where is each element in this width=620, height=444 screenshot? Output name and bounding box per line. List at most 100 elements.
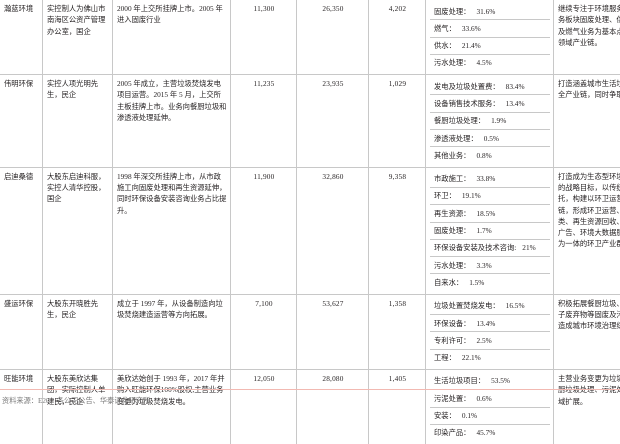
breakdown-row: 渗透液处理：0.5% (430, 130, 550, 147)
breakdown-entry: 污水处理：3.3% (430, 257, 550, 274)
company-market-cap: 53,627 (297, 294, 369, 369)
segment-pct: 21% (516, 243, 535, 252)
company-owner: 大股东开晓胜先生，民企 (43, 294, 113, 369)
company-revenue: 7,100 (231, 294, 297, 369)
table-row: 盛运环保 大股东开晓胜先生，民企 成立于 1997 年，从设备制造向垃圾焚烧建造… (0, 294, 620, 369)
breakdown-entry: 渗透液处理：0.5% (430, 130, 550, 147)
segment-label: 餐厨垃圾处理： (434, 116, 485, 125)
breakdown-entry: 发电及垃圾处置费：83.4% (430, 78, 550, 95)
breakdown-entry: 污水处理：4.5% (430, 54, 550, 71)
company-name: 盛运环保 (0, 294, 43, 369)
company-breakdown-cell: 市政施工：33.8% 环卫：19.1% 再生资源：18.5% 固废处理：1.7% (426, 167, 554, 294)
segment-label: 燃气： (434, 24, 456, 33)
segment-pct: 22.1% (456, 353, 481, 362)
segment-label: 渗透液处理： (434, 134, 478, 143)
breakdown-entry: 工程：22.1% (430, 349, 550, 366)
company-revenue: 11,235 (231, 75, 297, 167)
table-row: 瀚蓝环境 实控制人为佛山市南海区公资产管理办公室，国企 2000 年上交所挂牌上… (0, 0, 620, 75)
segment-label: 自来水： (434, 278, 463, 287)
segment-pct: 33.6% (456, 24, 481, 33)
breakdown-row: 安装：0.1% (430, 407, 550, 424)
breakdown-row: 设备销售技术服务：13.4% (430, 95, 550, 112)
segment-pct: 31.6% (470, 7, 495, 16)
breakdown-row: 环卫：19.1% (430, 187, 550, 204)
company-breakdown-cell: 发电及垃圾处置费：83.4% 设备销售技术服务：13.4% 餐厨垃圾处理：1.9… (426, 75, 554, 167)
segment-pct: 53.5% (485, 376, 510, 385)
breakdown-row: 专利许可：2.5% (430, 332, 550, 349)
breakdown-row: 工程：22.1% (430, 349, 550, 366)
breakdown-row: 发电及垃圾处置费：83.4% (430, 78, 550, 95)
segment-label: 环保设备： (434, 319, 470, 328)
company-breakdown-cell: 垃圾处置焚烧发电：16.5% 环保设备：13.4% 专利许可：2.5% 工程：2… (426, 294, 554, 369)
breakdown-entry: 市政施工：33.8% (430, 171, 550, 188)
footer-divider (0, 389, 620, 390)
segment-pct: 83.4% (500, 82, 525, 91)
company-revenue: 11,300 (231, 0, 297, 75)
breakdown-entry: 安装：0.1% (430, 407, 550, 424)
company-strategy: 主营业务变更为垃圾焚烧发电，向餐厨垃圾处理、污泥处理等固废处理领域扩展。 (554, 369, 620, 444)
segment-label: 市政施工： (434, 174, 470, 183)
breakdown-entry: 固废处理：1.7% (430, 222, 550, 239)
segment-label: 生活垃圾项目： (434, 376, 485, 385)
breakdown-entry: 其他业务：0.8% (430, 147, 550, 164)
company-profit: 9,358 (369, 167, 426, 294)
segment-label: 固废处理： (434, 7, 470, 16)
breakdown-entry: 污泥处置：0.6% (430, 390, 550, 407)
breakdown-table: 市政施工：33.8% 环卫：19.1% 再生资源：18.5% 固废处理：1.7% (430, 171, 550, 291)
breakdown-row: 污泥处置：0.6% (430, 390, 550, 407)
breakdown-entry: 再生资源：18.5% (430, 205, 550, 222)
breakdown-entry: 设备销售技术服务：13.4% (430, 95, 550, 112)
breakdown-row: 环保设备：13.4% (430, 315, 550, 332)
breakdown-row: 固废处理：1.7% (430, 222, 550, 239)
breakdown-table: 发电及垃圾处置费：83.4% 设备销售技术服务：13.4% 餐厨垃圾处理：1.9… (430, 78, 550, 163)
company-owner: 大股东美欣达集团，实际控制人单建民，民企 (43, 369, 113, 444)
breakdown-entry: 专利许可：2.5% (430, 332, 550, 349)
segment-pct: 1.9% (485, 116, 506, 125)
company-owner: 实控制人为佛山市南海区公资产管理办公室，国企 (43, 0, 113, 75)
company-intro: 2000 年上交所挂牌上市。2005 年进入固废行业 (113, 0, 231, 75)
breakdown-row: 污水处理：4.5% (430, 54, 550, 71)
source-note: 资料来源：E20、各公司公告、华泰证券研究所 (2, 396, 150, 406)
company-market-cap: 23,935 (297, 75, 369, 167)
breakdown-row: 生活垃圾项目：53.5% (430, 373, 550, 390)
segment-label: 安装： (434, 411, 456, 420)
company-profit: 1,029 (369, 75, 426, 167)
company-strategy: 积极拓展餐厨垃圾、医疗废弃物、电子废弃物等固废及污水处理领域，打造成城市环境治理… (554, 294, 620, 369)
breakdown-entry: 自来水：1.5% (430, 274, 550, 291)
segment-pct: 18.5% (470, 209, 495, 218)
segment-label: 供水： (434, 41, 456, 50)
breakdown-table: 固废处理：31.6% 燃气：33.6% 供水：21.4% 污水处理：4.5% (430, 3, 550, 71)
company-breakdown-cell: 生活垃圾项目：53.5% 污泥处置：0.6% 安装：0.1% 印染产品：45.7… (426, 369, 554, 444)
segment-label: 专利许可： (434, 336, 470, 345)
table-page: 瀚蓝环境 实控制人为佛山市南海区公资产管理办公室，国企 2000 年上交所挂牌上… (0, 0, 620, 412)
segment-pct: 19.1% (456, 191, 481, 200)
segment-pct: 21.4% (456, 41, 481, 50)
company-profit: 1,405 (369, 369, 426, 444)
company-profit: 4,202 (369, 0, 426, 75)
table-row: 伟明环保 实控人项光明先生，民企 2005 年成立，主营垃圾焚烧发电项目运营。2… (0, 75, 620, 167)
segment-label: 污泥处置： (434, 394, 470, 403)
breakdown-entry: 餐厨垃圾处理：1.9% (430, 112, 550, 129)
breakdown-entry: 生活垃圾项目：53.5% (430, 373, 550, 390)
segment-pct: 2.5% (470, 336, 491, 345)
table-row: 启迪桑德 大股东启迪科服，实控人清华控股，国企 1998 年深交所挂牌上市，从市… (0, 167, 620, 294)
segment-label: 污水处理： (434, 58, 470, 67)
breakdown-entry: 环保设备：13.4% (430, 315, 550, 332)
segment-pct: 1.5% (463, 278, 484, 287)
company-intro: 美欣达始创于 1993 年，2017 年并购入旺能环保100%股权,主营业务变更… (113, 369, 231, 444)
segment-label: 发电及垃圾处置费： (434, 82, 500, 91)
segment-pct: 0.6% (470, 394, 491, 403)
breakdown-row: 再生资源：18.5% (430, 205, 550, 222)
company-market-cap: 28,080 (297, 369, 369, 444)
segment-pct: 0.1% (456, 411, 477, 420)
breakdown-row: 其他业务：0.8% (430, 147, 550, 164)
segment-pct: 13.4% (500, 99, 525, 108)
company-owner: 大股东启迪科服，实控人清华控股，国企 (43, 167, 113, 294)
segment-label: 环卫： (434, 191, 456, 200)
company-name: 瀚蓝环境 (0, 0, 43, 75)
company-name: 启迪桑德 (0, 167, 43, 294)
company-revenue: 12,050 (231, 369, 297, 444)
segment-label: 再生资源： (434, 209, 470, 218)
